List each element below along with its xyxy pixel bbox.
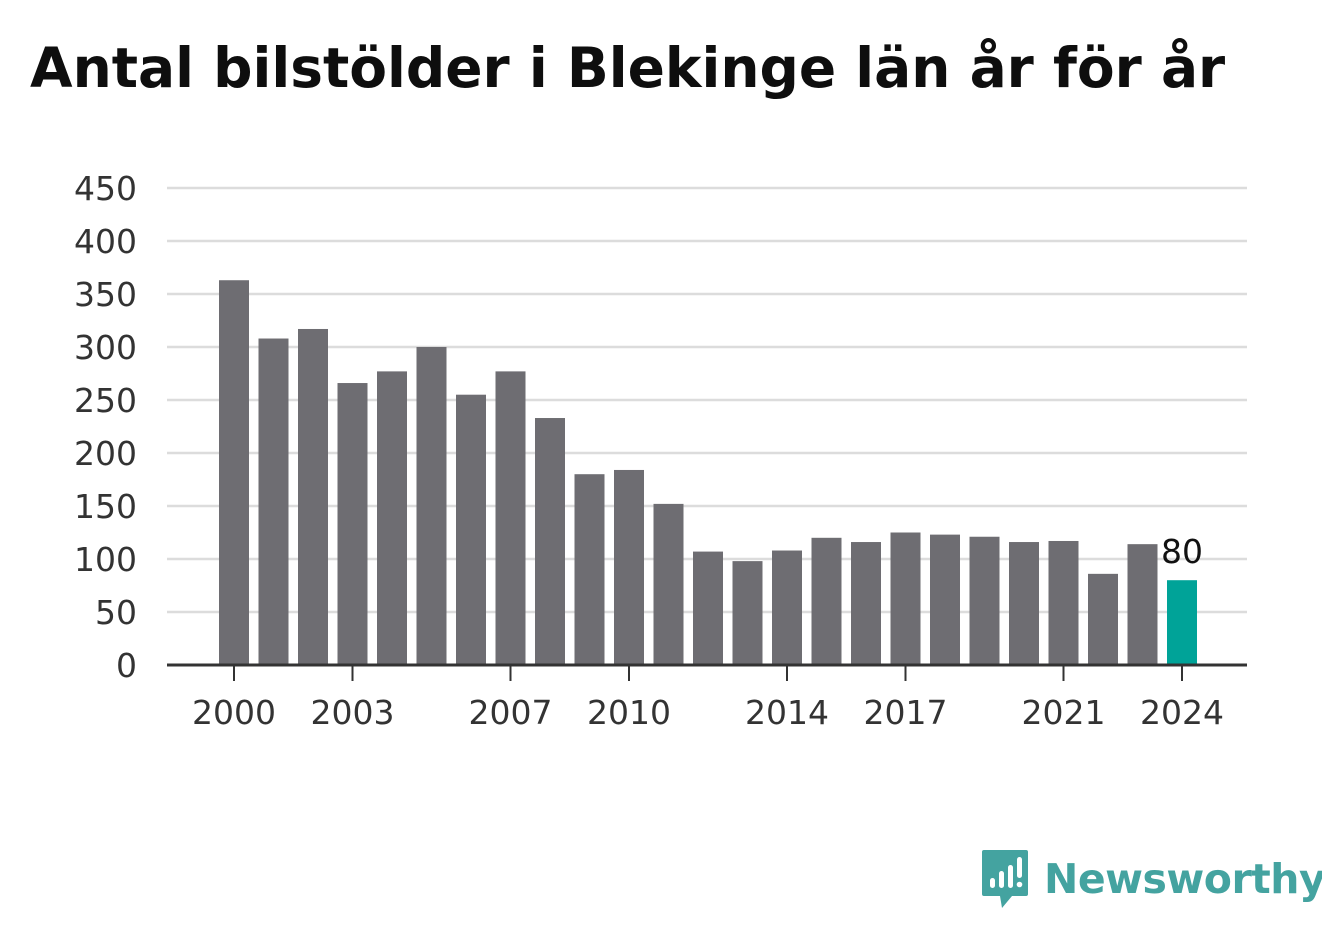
y-tick-label: 50: [95, 593, 137, 632]
bar-2009: [574, 474, 605, 665]
x-tick-label: 2014: [745, 693, 829, 732]
x-tick-label: 2021: [1022, 693, 1106, 732]
bar-2019: [969, 536, 1000, 665]
x-tick-label: 2017: [864, 693, 948, 732]
bars: [219, 280, 1197, 665]
data-label-2024: 80: [1161, 532, 1203, 571]
y-tick-label: 150: [74, 487, 137, 526]
bar-2024: [1167, 580, 1197, 665]
bar-2020: [1009, 542, 1039, 665]
bar-2005: [416, 347, 447, 665]
bar-2011: [653, 503, 684, 665]
y-tick-label: 200: [74, 434, 137, 473]
bar-2022: [1088, 573, 1118, 665]
newsworthy-logo-icon: [982, 850, 1028, 908]
chart-title: Antal bilstölder i Blekinge län år för å…: [30, 36, 1226, 100]
bar-2014: [772, 550, 802, 665]
bar-2021: [1048, 540, 1079, 665]
y-tick-label: 250: [74, 381, 137, 420]
newsworthy-logo: Newsworthy: [980, 848, 1322, 910]
bar-2006: [456, 394, 486, 665]
x-tick-label: 2024: [1140, 693, 1224, 732]
gridlines: [167, 186, 1247, 614]
y-tick-label: 100: [74, 540, 137, 579]
y-axis-tick-labels: 0 50 100 150 200 250 300 350 400 450: [74, 169, 137, 685]
data-labels: 80: [1161, 532, 1203, 571]
bar-2001: [258, 338, 289, 665]
bar-2013: [732, 561, 763, 665]
y-tick-label: 300: [74, 328, 137, 367]
x-axis-tick-labels: 2000 2003 2007 2010 2014 2017 2021 2024: [192, 665, 1224, 732]
x-tick-label: 2010: [587, 693, 671, 732]
x-tick-label: 2000: [192, 693, 276, 732]
bar-2004: [377, 371, 407, 665]
bar-2023: [1127, 544, 1158, 665]
bar-2016: [851, 542, 881, 665]
x-tick-label: 2007: [469, 693, 553, 732]
x-tick-label: 2003: [311, 693, 395, 732]
bar-2018: [930, 534, 960, 665]
bar-2003: [337, 383, 368, 665]
bar-2015: [811, 537, 842, 665]
bar-2007: [495, 371, 526, 665]
bar-2010: [614, 469, 644, 665]
bar-2017: [890, 532, 921, 665]
y-tick-label: 450: [74, 169, 137, 208]
brand-name: Newsworthy: [1044, 855, 1322, 903]
y-tick-label: 350: [74, 275, 137, 314]
bar-2000: [219, 280, 249, 665]
bar-2012: [693, 551, 723, 665]
bar-2008: [535, 418, 565, 665]
bar-2002: [298, 328, 328, 665]
y-tick-label: 400: [74, 222, 137, 261]
y-tick-label: 0: [116, 646, 137, 685]
